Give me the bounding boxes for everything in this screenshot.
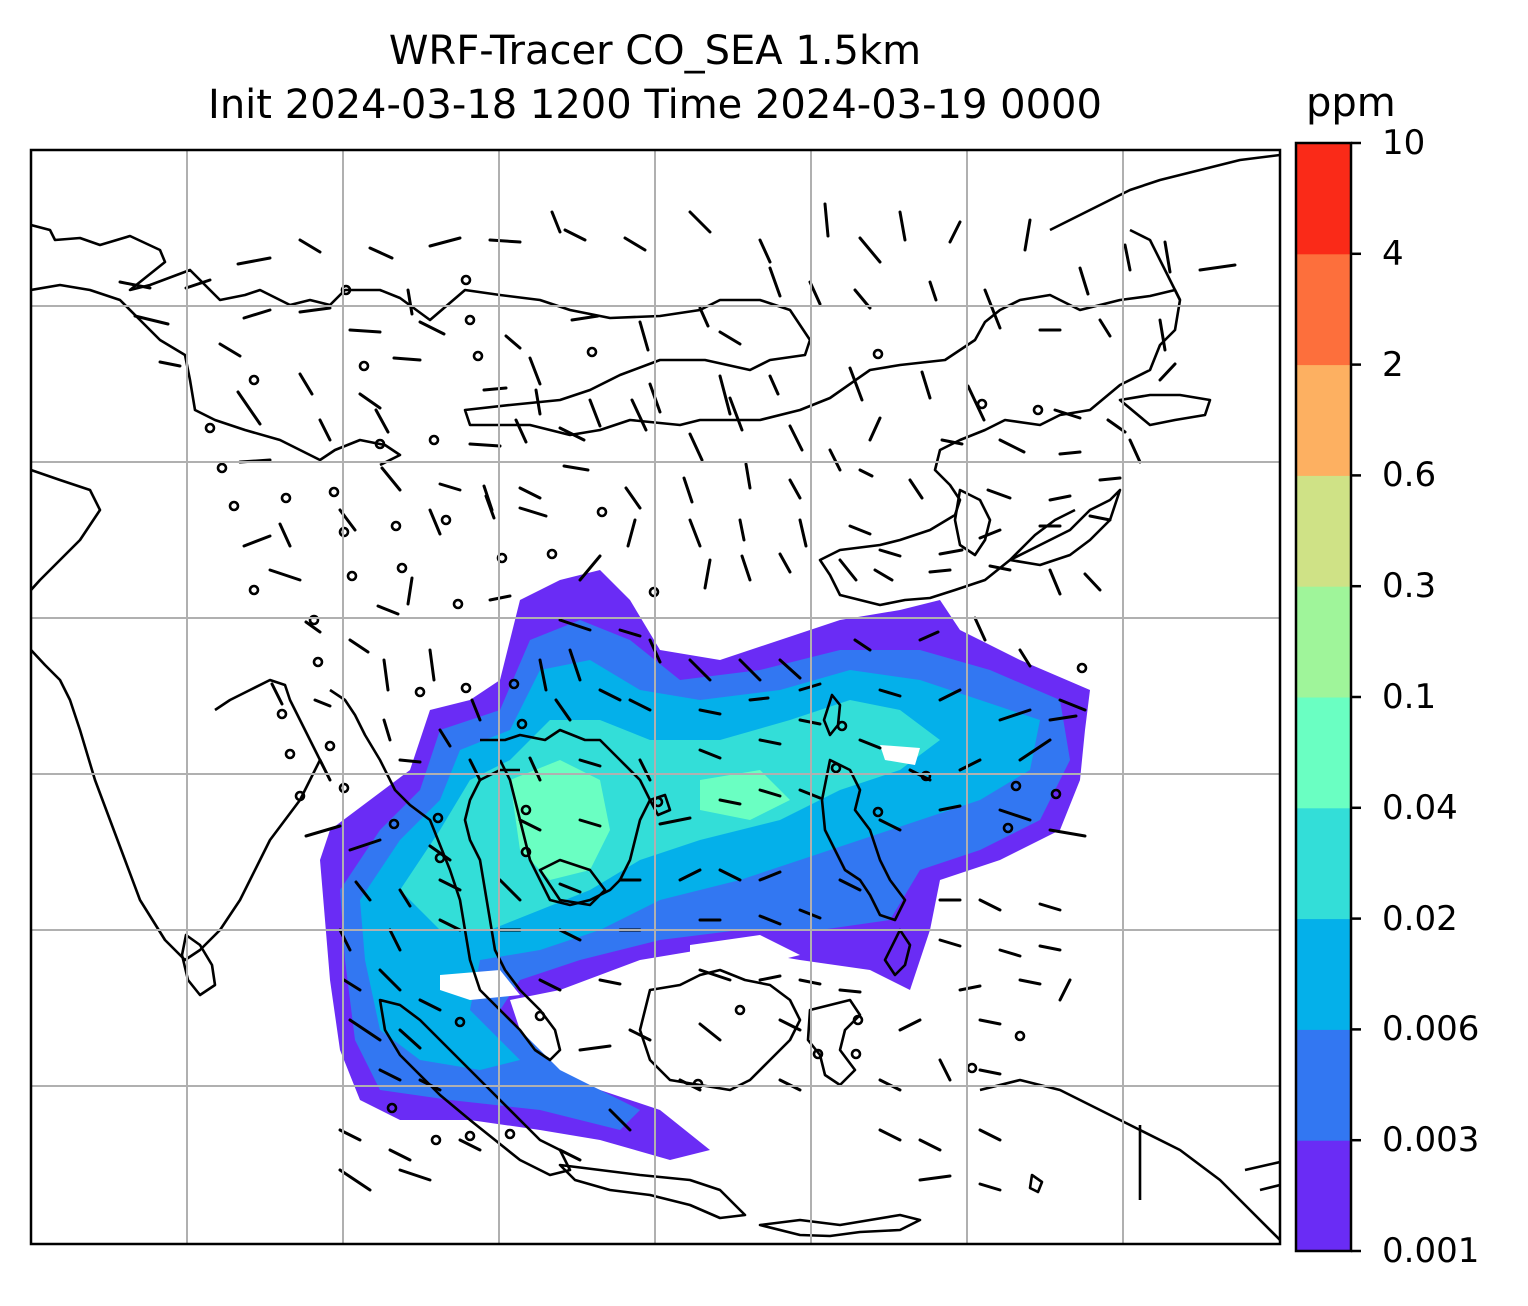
plume-gap (880, 745, 920, 765)
colorbar-unit-label: ppm (1306, 80, 1396, 126)
calm-wind-markers (204, 274, 1088, 1146)
colorbar-segment (1296, 364, 1351, 476)
map-frame (29, 148, 1282, 1246)
map-area (31, 150, 1280, 1244)
colorbar-tick-label: 0.04 (1382, 787, 1458, 828)
colorbar-segment (1296, 697, 1351, 809)
colorbar-tick-label: 4 (1382, 233, 1404, 274)
map-title-line2: Init 2024-03-18 1200 Time 2024-03-19 000… (208, 82, 1102, 128)
colorbar-segment (1296, 143, 1351, 255)
plume-level-004b (700, 770, 790, 820)
coastlines (31, 153, 1280, 1241)
colorbar-tick-label: 0.1 (1382, 677, 1437, 717)
colorbar-segment (1296, 918, 1351, 1030)
colorbar-frame (1294, 141, 1353, 1253)
colorbar-tick-label: 0.006 (1382, 1009, 1480, 1050)
colorbar-segment (1296, 475, 1351, 587)
colorbar-segment (1296, 1029, 1351, 1141)
plume-level-004 (510, 760, 610, 880)
colorbar-segment (1296, 586, 1351, 698)
colorbar-tick-label: 0.001 (1382, 1231, 1480, 1271)
plume-gap (690, 935, 800, 970)
colorbar-segment (1296, 1140, 1351, 1252)
colorbar-tick-label: 0.003 (1382, 1120, 1480, 1161)
colorbar-tick-label: 0.3 (1382, 566, 1437, 607)
colorbar-tick-label: 0.6 (1382, 455, 1437, 496)
colorbar-segment (1296, 253, 1351, 366)
map-title-line1: WRF-Tracer CO_SEA 1.5km (388, 28, 922, 74)
co-tracer-plume (320, 570, 1090, 1160)
colorbar-tick-label: 2 (1382, 344, 1404, 385)
colorbar (1296, 141, 1361, 1253)
colorbar-segment (1296, 807, 1351, 920)
gridlines (31, 150, 1280, 1244)
colorbar-tick-label: 0.02 (1382, 898, 1458, 939)
colorbar-tick-label: 10 (1382, 123, 1426, 163)
